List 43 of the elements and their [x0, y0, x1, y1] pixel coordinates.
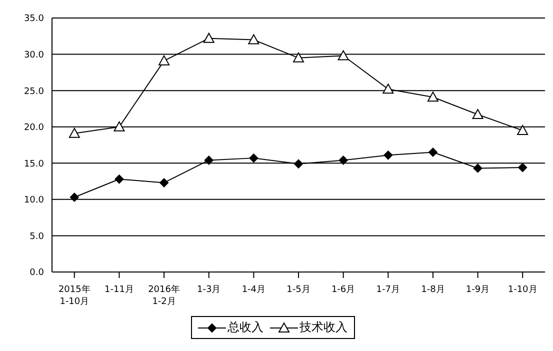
x-tick-label: 1-9月	[466, 285, 490, 295]
point	[517, 124, 528, 135]
x-tick-label: 2016年 1-2月	[148, 284, 180, 307]
point	[384, 150, 393, 160]
point	[338, 50, 349, 60]
y-tick-label: 30.0	[24, 50, 44, 60]
point	[294, 159, 303, 168]
point	[68, 128, 80, 138]
x-tick-label: 2015年 1-10月	[58, 284, 90, 307]
x-tick-label: 1-5月	[286, 285, 310, 295]
point	[158, 55, 170, 66]
point	[472, 109, 484, 120]
y-tick-label: 25.0	[24, 86, 44, 97]
x-tick-label: 1-3月	[197, 285, 221, 295]
y-tick-label: 20.0	[24, 123, 44, 134]
legend-label: 总收入	[228, 319, 264, 336]
legend-label: 技术收入	[300, 319, 348, 336]
point	[249, 154, 258, 163]
point	[204, 156, 214, 165]
point	[70, 192, 79, 202]
point	[203, 32, 214, 43]
y-tick-label: 0.0	[30, 268, 44, 278]
y-tick-label: 5.0	[30, 232, 44, 242]
point	[293, 52, 304, 62]
point	[428, 148, 438, 157]
x-tick-label: 1-10月	[508, 285, 538, 295]
y-tick-label: 15.0	[24, 159, 44, 170]
x-tick-label: 1-6月	[331, 285, 356, 295]
point	[427, 92, 438, 102]
point	[248, 34, 260, 44]
x-tick-label: 1-11月	[104, 285, 134, 295]
y-tick-label: 10.0	[24, 196, 44, 206]
point	[473, 164, 482, 173]
x-tick-label: 1-7月	[376, 285, 400, 295]
point	[114, 174, 124, 184]
x-tick-label: 1-8月	[421, 285, 445, 295]
y-tick-label: 35.0	[24, 14, 44, 24]
point	[160, 178, 169, 188]
point	[338, 156, 348, 165]
point	[382, 84, 394, 94]
point	[518, 162, 528, 172]
x-tick-label: 1-4月	[242, 285, 266, 295]
point	[114, 121, 125, 132]
